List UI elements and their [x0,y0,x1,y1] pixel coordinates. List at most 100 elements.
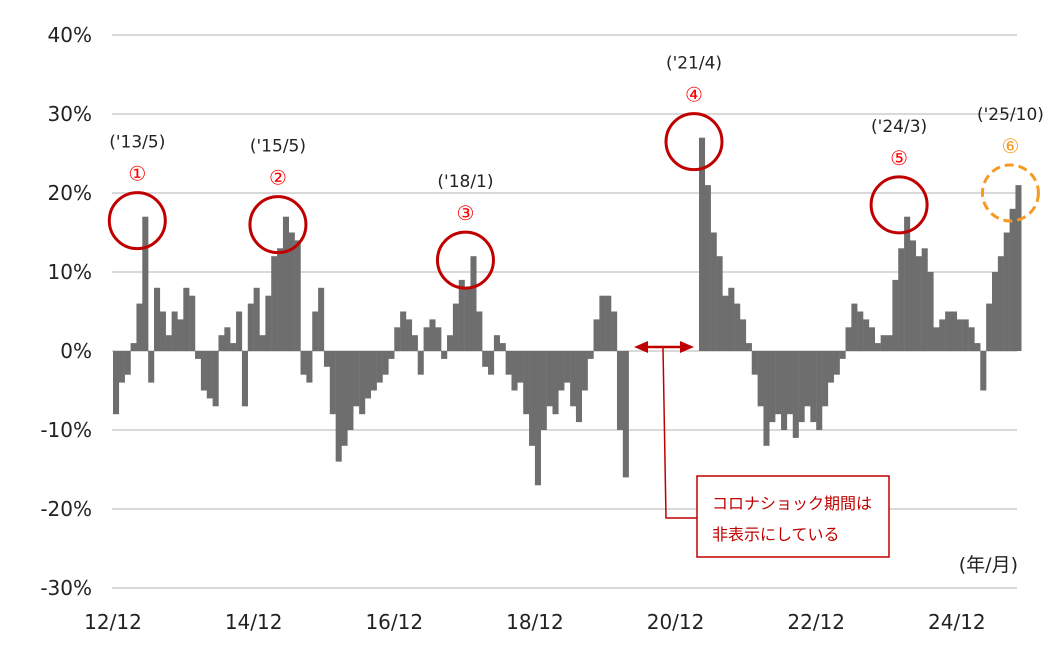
bar [904,216,911,351]
bar [611,311,618,351]
bar [529,351,536,446]
annotation-circle [664,112,724,172]
bar [997,256,1004,351]
bar [986,303,993,351]
bar [224,327,231,351]
bar [113,351,120,415]
bar [845,327,852,351]
annotation-date-label: ('24/3) [871,117,927,137]
bar [974,343,981,351]
x-tick-label: 20/12 [647,610,705,634]
note-line-2: 非表示にしている [712,525,840,544]
bar [898,248,905,351]
annotation-marker: ⑥ [1001,134,1019,158]
x-tick-label: 16/12 [365,610,423,634]
bar [206,351,213,399]
bar [306,351,313,383]
bar [880,335,887,351]
bar [523,351,530,415]
bar [136,303,143,351]
bar [411,335,418,351]
bar [593,319,600,351]
bar [763,351,770,446]
bar [353,351,360,407]
bar [945,311,952,351]
annotation-marker: ② [269,166,287,190]
bar [458,279,465,351]
bar [464,287,471,351]
x-tick-label: 12/12 [84,610,142,634]
bar [376,351,383,383]
note-line-1: コロナショック期間は [712,494,872,513]
annotation-date-label: ('25/10) [977,105,1044,125]
bar [833,351,840,375]
bar [124,351,131,375]
bar [728,287,735,351]
bar [259,335,266,351]
annotation-circle [980,163,1040,223]
bar [786,351,793,415]
bar [171,311,178,351]
x-tick-label: 14/12 [225,610,283,634]
bar [699,137,706,351]
gap-arrow-right-head [680,341,694,353]
y-tick-label: 30% [48,102,92,126]
bar [757,351,764,407]
bar [816,351,823,430]
bar [570,351,577,407]
bar [804,351,811,407]
bar [517,351,524,383]
bar [118,351,125,383]
annotation-circle [435,230,495,290]
bar [599,295,606,351]
bar [511,351,518,391]
bar [505,351,512,375]
bar [540,351,547,430]
bar [218,335,225,351]
annotation-circle [107,191,167,251]
bar [564,351,571,383]
bar [1015,185,1022,351]
bar [874,343,881,351]
bar [722,295,729,351]
bar [704,185,711,351]
bar [587,351,594,359]
annotation-circle [248,195,308,255]
annotation-date-label: ('15/5) [250,137,306,157]
bar [950,311,958,351]
bar [271,256,278,351]
y-tick-label: -30% [40,576,92,600]
x-tick-label: 22/12 [787,610,845,634]
bar [159,311,166,351]
bar [616,351,624,430]
x-axis-tick-labels: 12/12 14/12 16/12 18/12 20/12 22/12 24/12 [84,610,985,634]
bar [241,351,248,407]
bar [1009,208,1016,351]
bar [716,256,723,351]
bar [476,311,483,351]
bar [189,295,196,351]
bar [962,319,969,351]
note-box [696,475,890,558]
bar [452,303,459,351]
y-tick-label: 40% [48,23,92,47]
bar [329,351,336,415]
annotations: ① ('13/5) ② ('15/5) ③ ('18/1) ④ ('21/4) ⑤ ('24/3)… [107,54,1044,290]
bar [546,351,553,407]
bar [745,343,752,351]
bar [400,311,407,351]
bar [605,295,612,351]
bar [142,216,149,351]
bar [781,351,788,430]
bar [769,351,776,423]
bar [863,319,870,351]
bar [359,351,366,415]
bar [441,351,448,359]
bar [200,351,207,391]
annotation-marker: ③ [456,201,474,225]
annotation-marker: ④ [685,83,703,107]
bar [810,351,817,423]
bars [113,137,1022,486]
bar [183,287,190,351]
annotation-date-label: ('21/4) [666,54,722,74]
